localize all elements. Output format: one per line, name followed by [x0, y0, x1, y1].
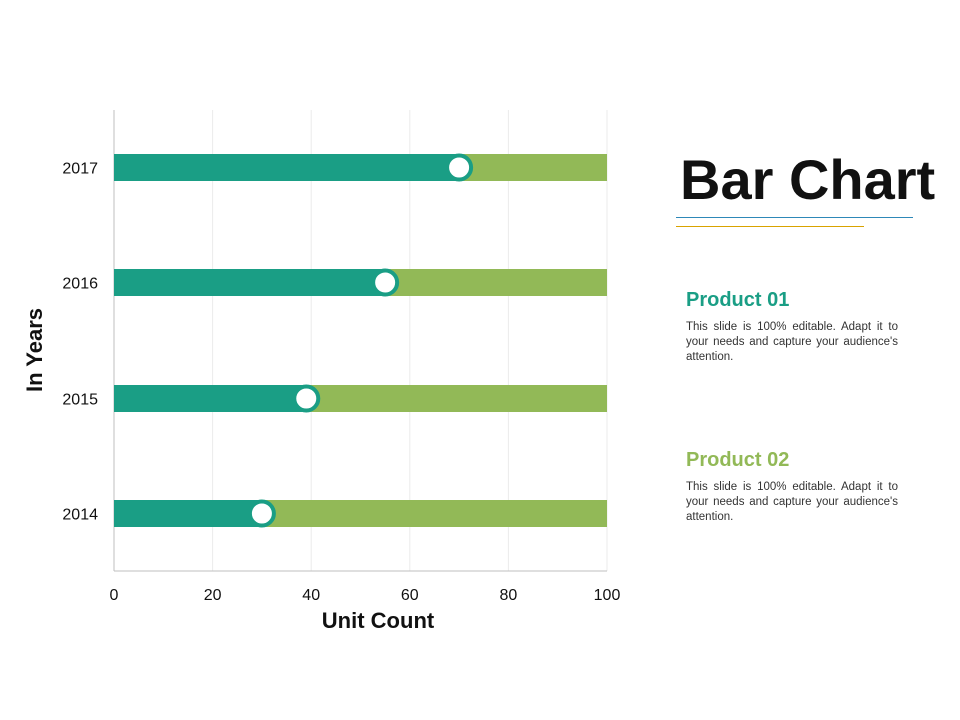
value-marker-2014	[247, 499, 276, 528]
y-tick-label: 2014	[62, 507, 98, 524]
y-tick-label: 2016	[62, 276, 98, 293]
title-underline-blue	[676, 217, 913, 218]
x-tick-label: 40	[302, 587, 320, 604]
y-tick-labels: 2014 2015 2016 2017	[62, 161, 98, 524]
title-underline-gold	[676, 226, 864, 227]
product-01-block: Product 01 This slide is 100% editable. …	[686, 288, 898, 365]
value-bar-2016	[114, 269, 386, 296]
value-marker-2016	[371, 268, 400, 297]
x-tick-label: 60	[401, 587, 419, 604]
y-tick-label: 2017	[62, 161, 98, 178]
value-markers	[247, 153, 474, 528]
x-tick-label: 80	[500, 587, 518, 604]
y-axis-title: In Years	[22, 308, 47, 392]
grid-lines	[212, 110, 608, 571]
product-02-description: This slide is 100% editable. Adapt it to…	[686, 481, 898, 523]
slide-title: Bar Chart	[680, 148, 936, 211]
value-bar-2017	[114, 154, 460, 181]
x-tick-labels: 0 20 40 60 80 100	[110, 587, 621, 604]
side-panel: Bar Chart Product 01 This slide is 100% …	[676, 140, 956, 523]
track-bars	[114, 154, 607, 527]
value-bar-2014	[114, 500, 262, 527]
value-marker-2017	[445, 153, 474, 182]
value-marker-2015	[292, 384, 321, 413]
value-bar-2015	[114, 385, 307, 412]
product-01-description: This slide is 100% editable. Adapt it to…	[686, 321, 898, 363]
x-tick-label: 0	[110, 587, 119, 604]
value-bars	[114, 154, 460, 527]
product-01-heading: Product 01	[686, 289, 790, 311]
x-axis-title: Unit Count	[322, 608, 435, 633]
product-02-heading: Product 02	[686, 449, 790, 471]
x-tick-label: 20	[204, 587, 222, 604]
x-tick-label: 100	[594, 587, 621, 604]
product-02-block: Product 02 This slide is 100% editable. …	[686, 448, 898, 525]
y-tick-label: 2015	[62, 392, 98, 409]
